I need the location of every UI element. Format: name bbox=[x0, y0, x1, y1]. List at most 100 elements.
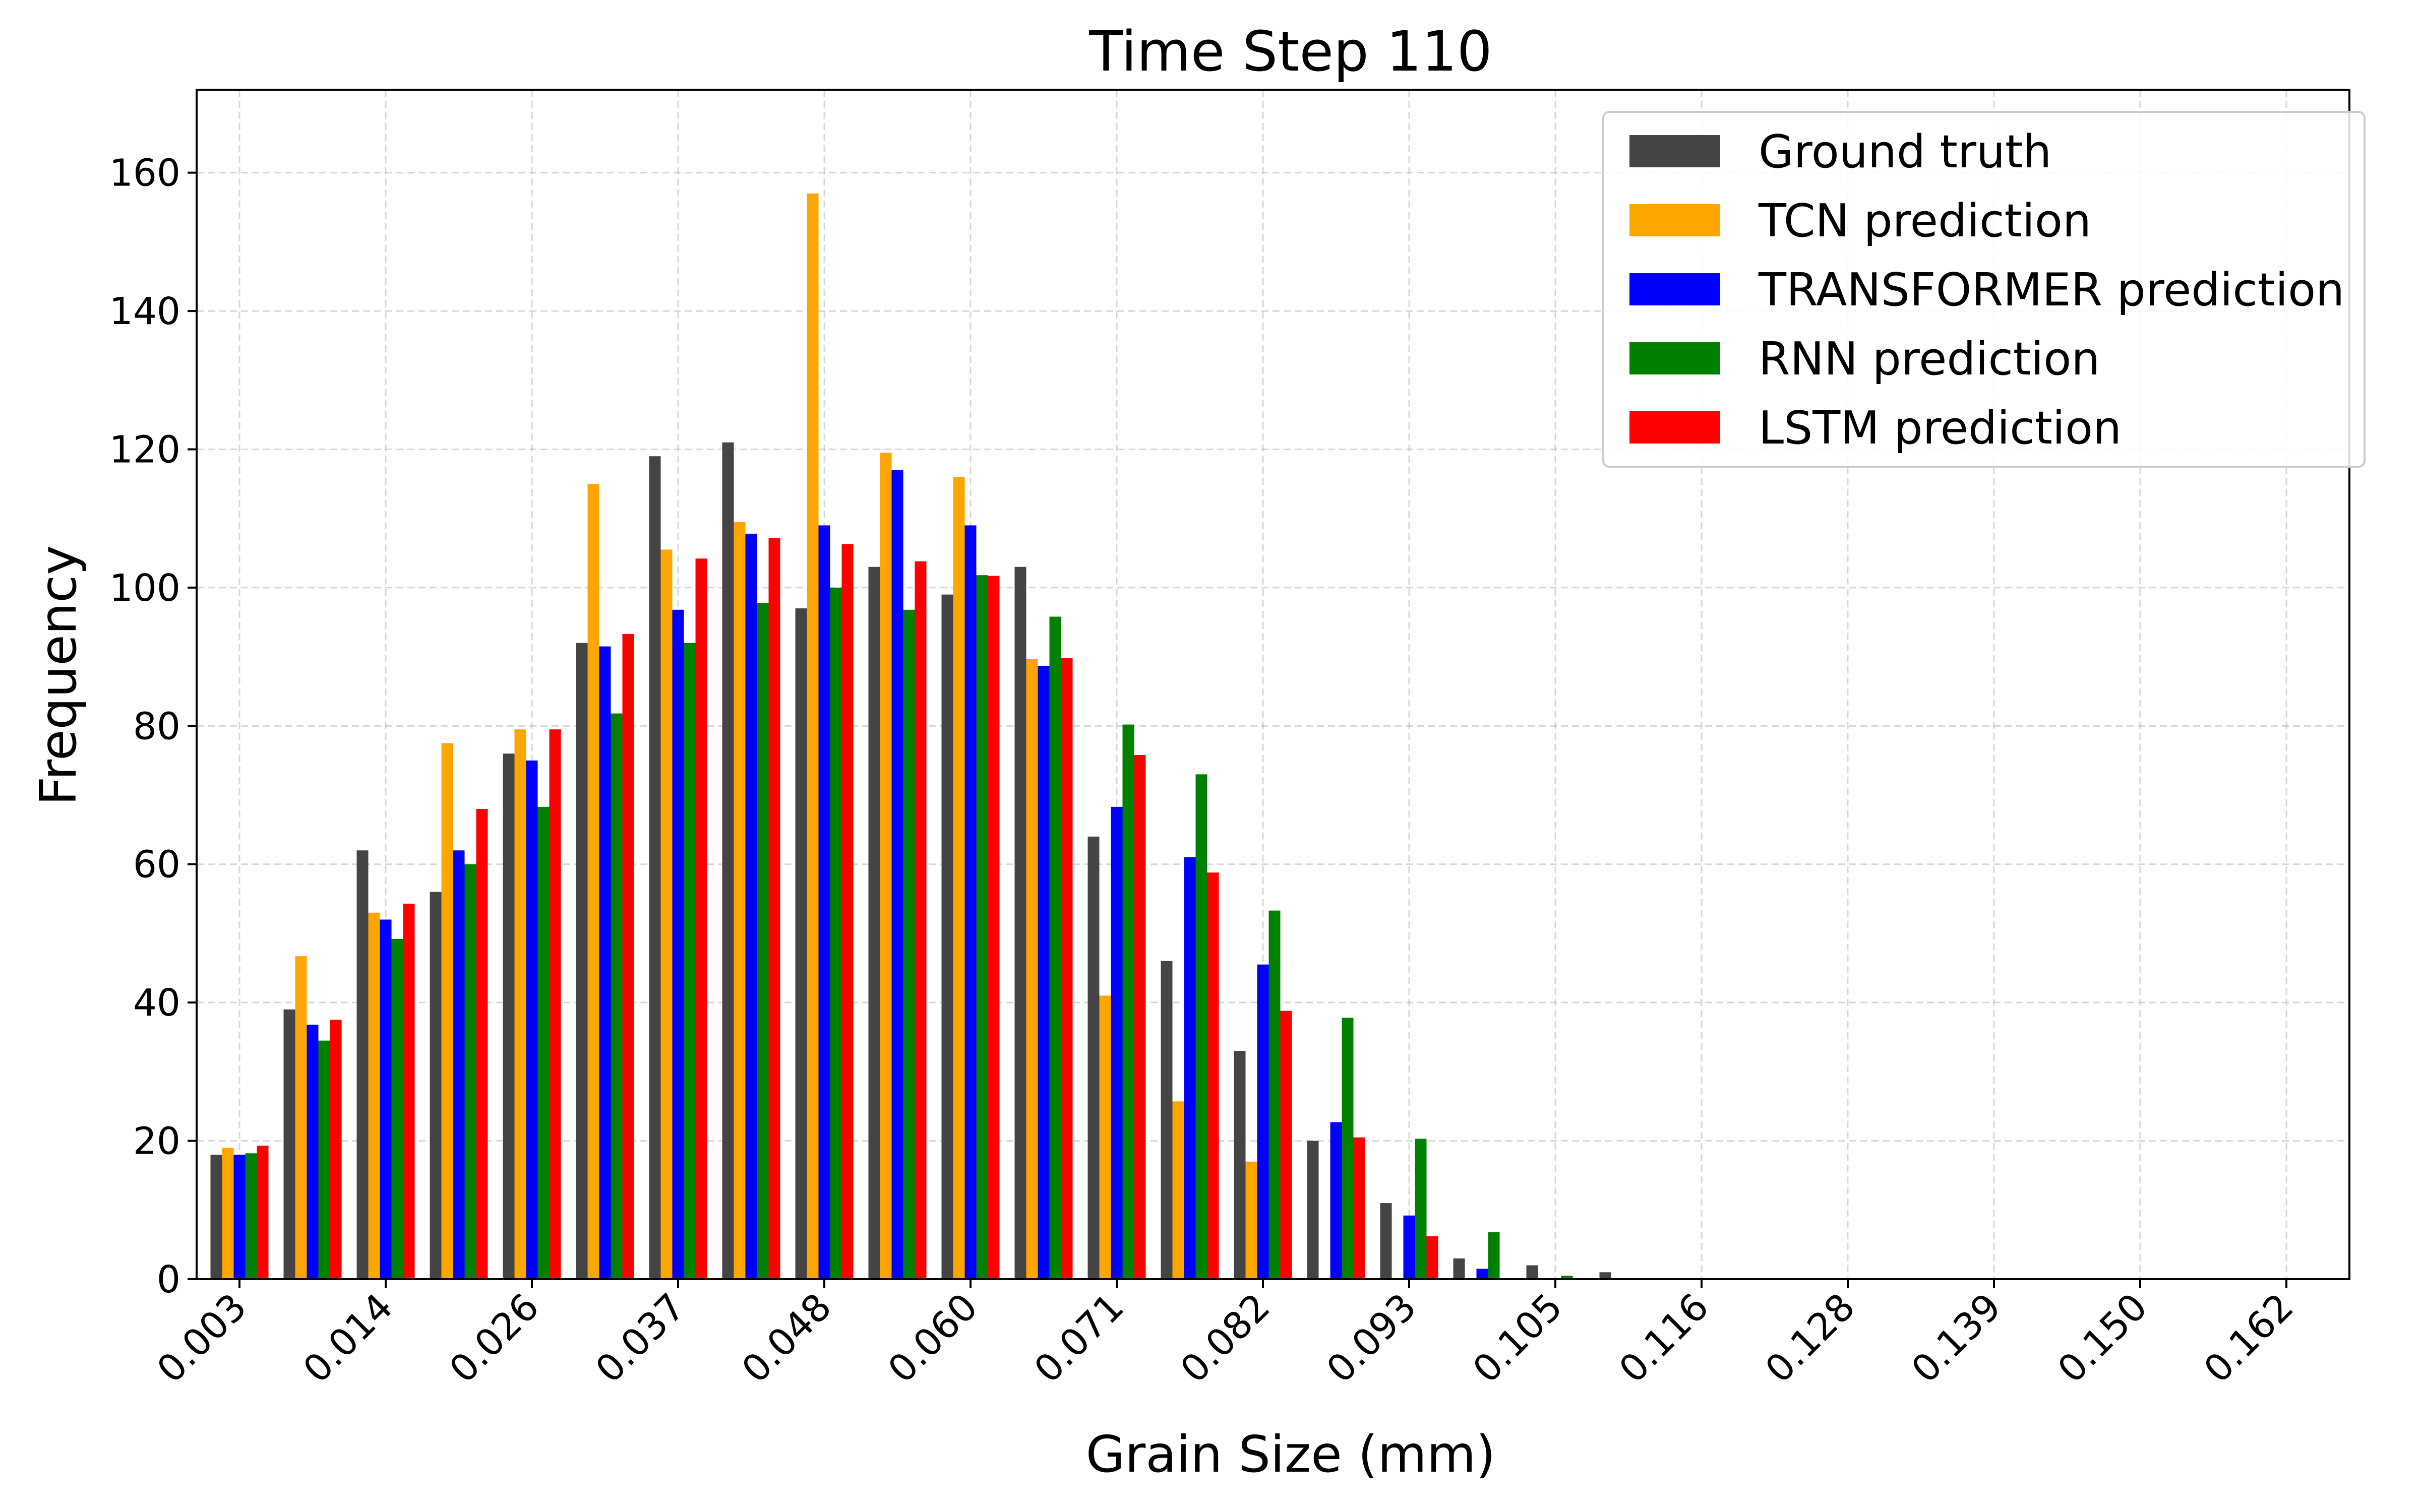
bar bbox=[745, 533, 757, 1279]
legend-label: LSTM prediction bbox=[1759, 402, 2122, 455]
bar bbox=[1403, 1215, 1415, 1279]
bar bbox=[1061, 658, 1073, 1279]
legend-box bbox=[1602, 111, 2366, 468]
legend-swatch bbox=[1629, 342, 1720, 374]
bar bbox=[807, 193, 819, 1279]
y-tick-label: 120 bbox=[109, 428, 180, 471]
bar bbox=[391, 938, 403, 1279]
bar bbox=[503, 753, 515, 1279]
legend: Ground truth TCN prediction TRANSFORMER pr… bbox=[1602, 111, 2366, 468]
bar bbox=[1038, 665, 1050, 1279]
bar bbox=[1330, 1122, 1342, 1279]
bar bbox=[537, 806, 550, 1279]
bar bbox=[1161, 961, 1173, 1279]
bar bbox=[1122, 724, 1134, 1279]
bar bbox=[514, 729, 526, 1279]
bar bbox=[549, 729, 561, 1279]
bar bbox=[1488, 1232, 1500, 1279]
bar bbox=[660, 549, 673, 1279]
bar bbox=[222, 1148, 234, 1279]
bar bbox=[257, 1146, 269, 1279]
series-3-bars bbox=[245, 575, 1573, 1279]
bar bbox=[734, 522, 746, 1279]
bar bbox=[757, 603, 769, 1279]
bar bbox=[283, 1009, 295, 1279]
bar bbox=[295, 956, 307, 1279]
bar bbox=[1195, 774, 1207, 1279]
bar bbox=[1476, 1269, 1488, 1279]
x-axis-title: Grain Size (mm) bbox=[1086, 1425, 1496, 1484]
bar bbox=[1342, 1018, 1354, 1279]
bar bbox=[441, 743, 453, 1279]
bar bbox=[245, 1153, 257, 1279]
bar bbox=[868, 566, 880, 1279]
bar bbox=[576, 643, 588, 1279]
bar bbox=[768, 538, 780, 1279]
bar bbox=[1561, 1276, 1573, 1279]
legend-label: TCN prediction bbox=[1758, 195, 2091, 247]
bar bbox=[526, 760, 538, 1279]
bar bbox=[476, 808, 488, 1279]
bars-layer bbox=[210, 193, 1611, 1280]
bar bbox=[1026, 659, 1038, 1279]
bar bbox=[903, 609, 915, 1279]
bar bbox=[649, 456, 661, 1280]
bar bbox=[1245, 1161, 1257, 1279]
bar bbox=[587, 484, 599, 1279]
y-tick-label: 140 bbox=[109, 290, 180, 333]
bar bbox=[1234, 1051, 1246, 1279]
legend-label: RNN prediction bbox=[1759, 333, 2100, 386]
series-1-bars bbox=[222, 193, 1257, 1279]
bar bbox=[380, 919, 392, 1279]
bar bbox=[841, 544, 854, 1279]
bar bbox=[430, 892, 442, 1279]
bar bbox=[599, 646, 611, 1279]
y-tick-label: 40 bbox=[133, 981, 180, 1025]
bar bbox=[684, 643, 696, 1279]
bar bbox=[953, 477, 965, 1279]
legend-label: TRANSFORMER prediction bbox=[1758, 264, 2344, 317]
bar bbox=[976, 575, 988, 1279]
bar bbox=[1599, 1272, 1611, 1279]
legend-swatch bbox=[1629, 135, 1720, 167]
bar bbox=[722, 442, 734, 1279]
legend-label: Ground truth bbox=[1759, 125, 2051, 178]
bar bbox=[368, 912, 380, 1279]
bar bbox=[1415, 1139, 1427, 1279]
plot-frame bbox=[196, 89, 2350, 1280]
bar bbox=[1268, 910, 1281, 1279]
y-axis: 0 20 40 60 80 100 120 140 160 bbox=[109, 152, 197, 1301]
bar bbox=[1111, 806, 1123, 1279]
y-tick-label: 160 bbox=[109, 152, 180, 195]
bar bbox=[1134, 754, 1146, 1279]
bar bbox=[818, 525, 830, 1279]
y-tick-label: 60 bbox=[133, 843, 180, 887]
y-tick-label: 0 bbox=[157, 1258, 180, 1301]
bar bbox=[330, 1020, 342, 1279]
bar bbox=[830, 587, 842, 1279]
bar bbox=[672, 609, 684, 1279]
bar bbox=[1380, 1203, 1392, 1279]
legend-swatch bbox=[1629, 411, 1720, 444]
bar bbox=[1426, 1236, 1438, 1279]
bar bbox=[891, 470, 903, 1280]
bar bbox=[1172, 1101, 1184, 1279]
legend-swatch bbox=[1629, 204, 1720, 236]
legend-swatch bbox=[1629, 273, 1720, 305]
y-tick-label: 100 bbox=[109, 566, 180, 610]
bar bbox=[880, 453, 892, 1279]
y-axis-title: Frequency bbox=[29, 545, 88, 806]
bar bbox=[1099, 995, 1111, 1279]
bar bbox=[1307, 1141, 1319, 1279]
bar bbox=[941, 594, 953, 1279]
bar bbox=[1280, 1011, 1292, 1279]
bar bbox=[453, 850, 465, 1279]
bar bbox=[464, 864, 476, 1279]
series-4-bars bbox=[257, 538, 1438, 1279]
chart-title: Time Step 110 bbox=[1088, 19, 1492, 84]
bar bbox=[1014, 566, 1026, 1279]
bar bbox=[1526, 1265, 1538, 1279]
bar bbox=[964, 525, 977, 1279]
bar bbox=[1257, 964, 1269, 1279]
